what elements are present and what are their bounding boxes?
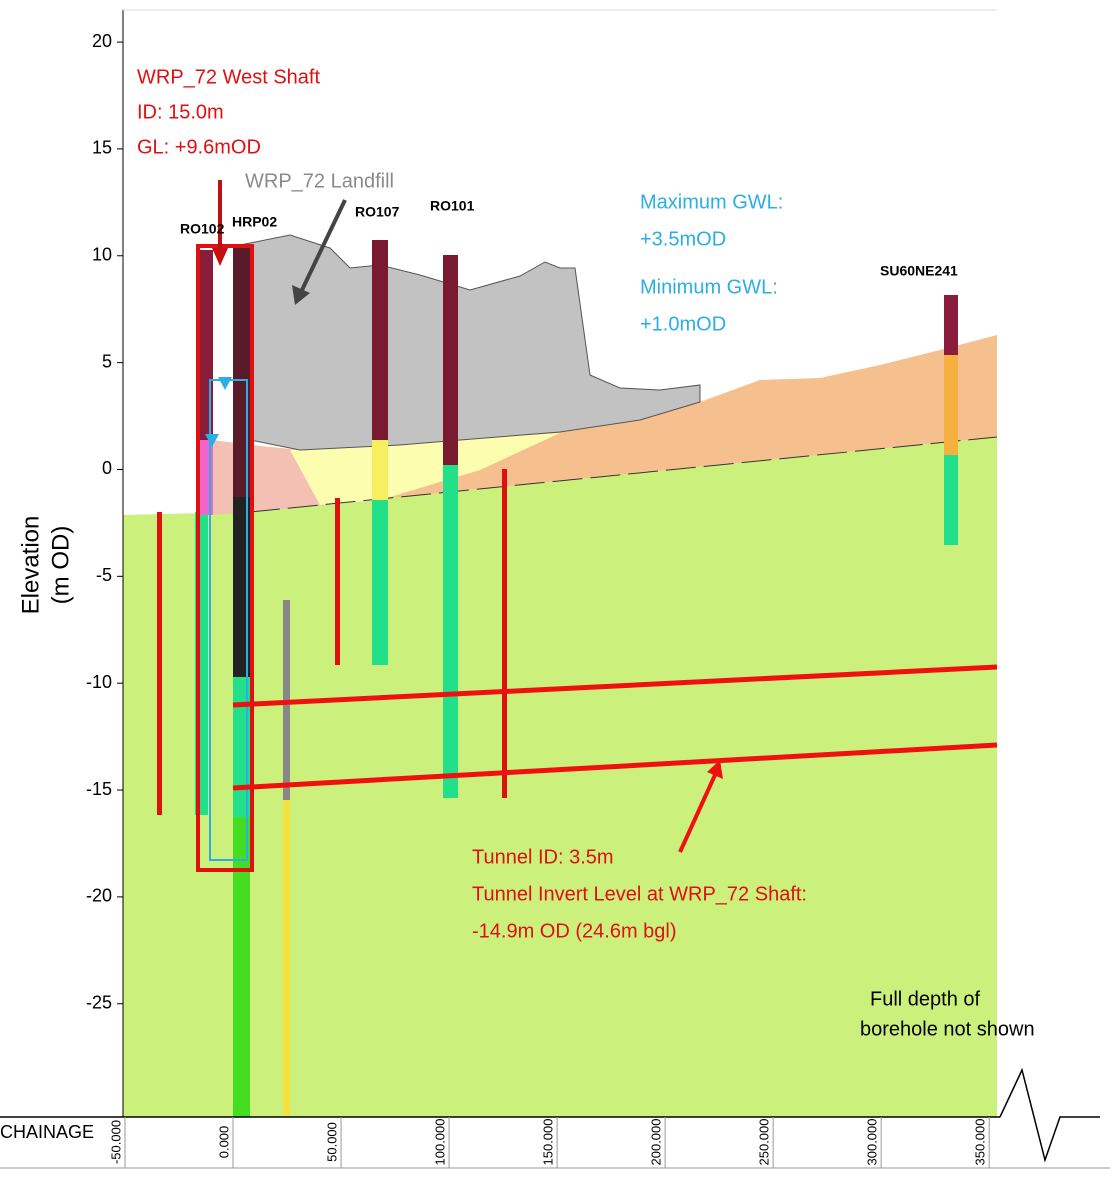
- gwl-label: Minimum GWL:: [640, 276, 778, 298]
- y-tick-label: -20: [86, 886, 112, 906]
- borehole-label: RO102: [180, 221, 225, 237]
- shaft-and-tunnel: [196, 180, 1100, 1163]
- x-tick-label: 100.000: [433, 1119, 448, 1166]
- shaft-label: WRP_72 West Shaft: [137, 66, 320, 88]
- tunnel-label: -14.9m OD (24.6m bgl): [472, 920, 677, 942]
- shaft-label: ID: 15.0m: [137, 101, 224, 123]
- x-tick-label: 200.000: [649, 1119, 664, 1166]
- gwl-label: +3.5mOD: [640, 228, 726, 250]
- tunnel-label: Tunnel Invert Level at WRP_72 Shaft:: [472, 883, 807, 905]
- x-tick-label: 0.000: [216, 1126, 231, 1159]
- y-axis-title: (m OD): [47, 526, 74, 605]
- x-tick-label: 250.000: [757, 1119, 772, 1166]
- y-tick-label: -15: [86, 779, 112, 799]
- x-tick-label: 350.000: [973, 1119, 988, 1166]
- y-tick-label: 5: [102, 351, 112, 371]
- y-tick-label: 20: [92, 31, 112, 51]
- y-axis-title: Elevation: [17, 516, 44, 615]
- y-tick-label: 15: [92, 138, 112, 158]
- borehole-label: SU60NE241: [880, 263, 958, 279]
- note: Full depth of: [870, 988, 981, 1010]
- borehole-label: HRP02: [232, 214, 277, 230]
- y-tick-label: -10: [86, 672, 112, 692]
- y-tick-label: -5: [96, 565, 112, 585]
- landfill-label: WRP_72 Landfill: [245, 170, 394, 192]
- x-tick-label: 300.000: [865, 1119, 880, 1166]
- borehole-label: RO101: [430, 198, 475, 214]
- y-tick-label: 10: [92, 245, 112, 265]
- note: borehole not shown: [860, 1018, 1035, 1040]
- x-tick-label: 150.000: [541, 1119, 556, 1166]
- x-axis-title: CHAINAGE: [0, 1122, 94, 1142]
- tunnel-label: Tunnel ID: 3.5m: [472, 846, 614, 868]
- y-tick-label: 0: [102, 458, 112, 478]
- gwl-label: +1.0mOD: [640, 313, 726, 335]
- x-tick-label: 50.000: [324, 1122, 339, 1162]
- x-tick-label: -50.000: [108, 1120, 123, 1164]
- gwl-label: Maximum GWL:: [640, 191, 783, 213]
- geology: [123, 10, 998, 1117]
- borehole-label: RO107: [355, 204, 400, 220]
- shaft-label: GL: +9.6mOD: [137, 136, 261, 158]
- y-tick-label: -25: [86, 992, 112, 1012]
